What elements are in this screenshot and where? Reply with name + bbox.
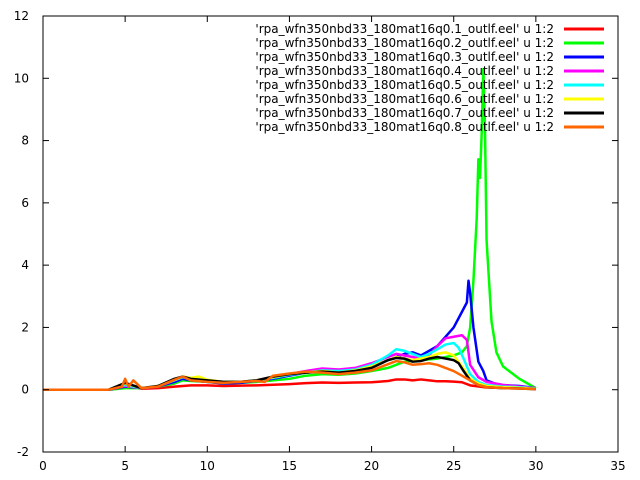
legend-label-2: 'rpa_wfn350nbd33_180mat16q0.2_outlf.eel'… — [255, 36, 554, 50]
legend-label-8: 'rpa_wfn350nbd33_180mat16q0.8_outlf.eel'… — [255, 120, 554, 134]
plot-frame — [42, 15, 619, 453]
legend-label-3: 'rpa_wfn350nbd33_180mat16q0.3_outlf.eel'… — [255, 50, 554, 64]
series-layer — [43, 67, 537, 391]
y-tick-label: 6 — [21, 196, 29, 210]
y-tick-label: 0 — [21, 383, 29, 397]
legend: 'rpa_wfn350nbd33_180mat16q0.1_outlf.eel'… — [255, 22, 604, 134]
y-tick-label: -2 — [17, 445, 29, 459]
x-tick-label: 10 — [200, 459, 215, 473]
x-tick-label: 15 — [282, 459, 297, 473]
legend-label-5: 'rpa_wfn350nbd33_180mat16q0.5_outlf.eel'… — [255, 78, 554, 92]
x-tick-label: 25 — [446, 459, 461, 473]
y-tick-label: 4 — [21, 258, 29, 272]
series-line-8 — [43, 359, 536, 391]
legend-label-1: 'rpa_wfn350nbd33_180mat16q0.1_outlf.eel'… — [255, 22, 554, 36]
x-axis: 0 5 10 15 20 25 30 35 — [39, 16, 626, 473]
y-axis: -2 0 2 4 6 8 10 12 — [14, 9, 618, 459]
y-tick-label: 2 — [21, 320, 29, 334]
legend-label-7: 'rpa_wfn350nbd33_180mat16q0.7_outlf.eel'… — [255, 106, 554, 120]
x-tick-label: 0 — [39, 459, 47, 473]
y-tick-label: 12 — [14, 9, 29, 23]
x-tick-label: 20 — [364, 459, 379, 473]
legend-label-4: 'rpa_wfn350nbd33_180mat16q0.4_outlf.eel'… — [255, 64, 554, 78]
x-tick-label: 5 — [121, 459, 129, 473]
legend-label-6: 'rpa_wfn350nbd33_180mat16q0.6_outlf.eel'… — [255, 92, 554, 106]
y-tick-label: 10 — [14, 71, 29, 85]
x-tick-label: 35 — [610, 459, 625, 473]
y-tick-label: 8 — [21, 134, 29, 148]
x-tick-label: 30 — [528, 459, 543, 473]
